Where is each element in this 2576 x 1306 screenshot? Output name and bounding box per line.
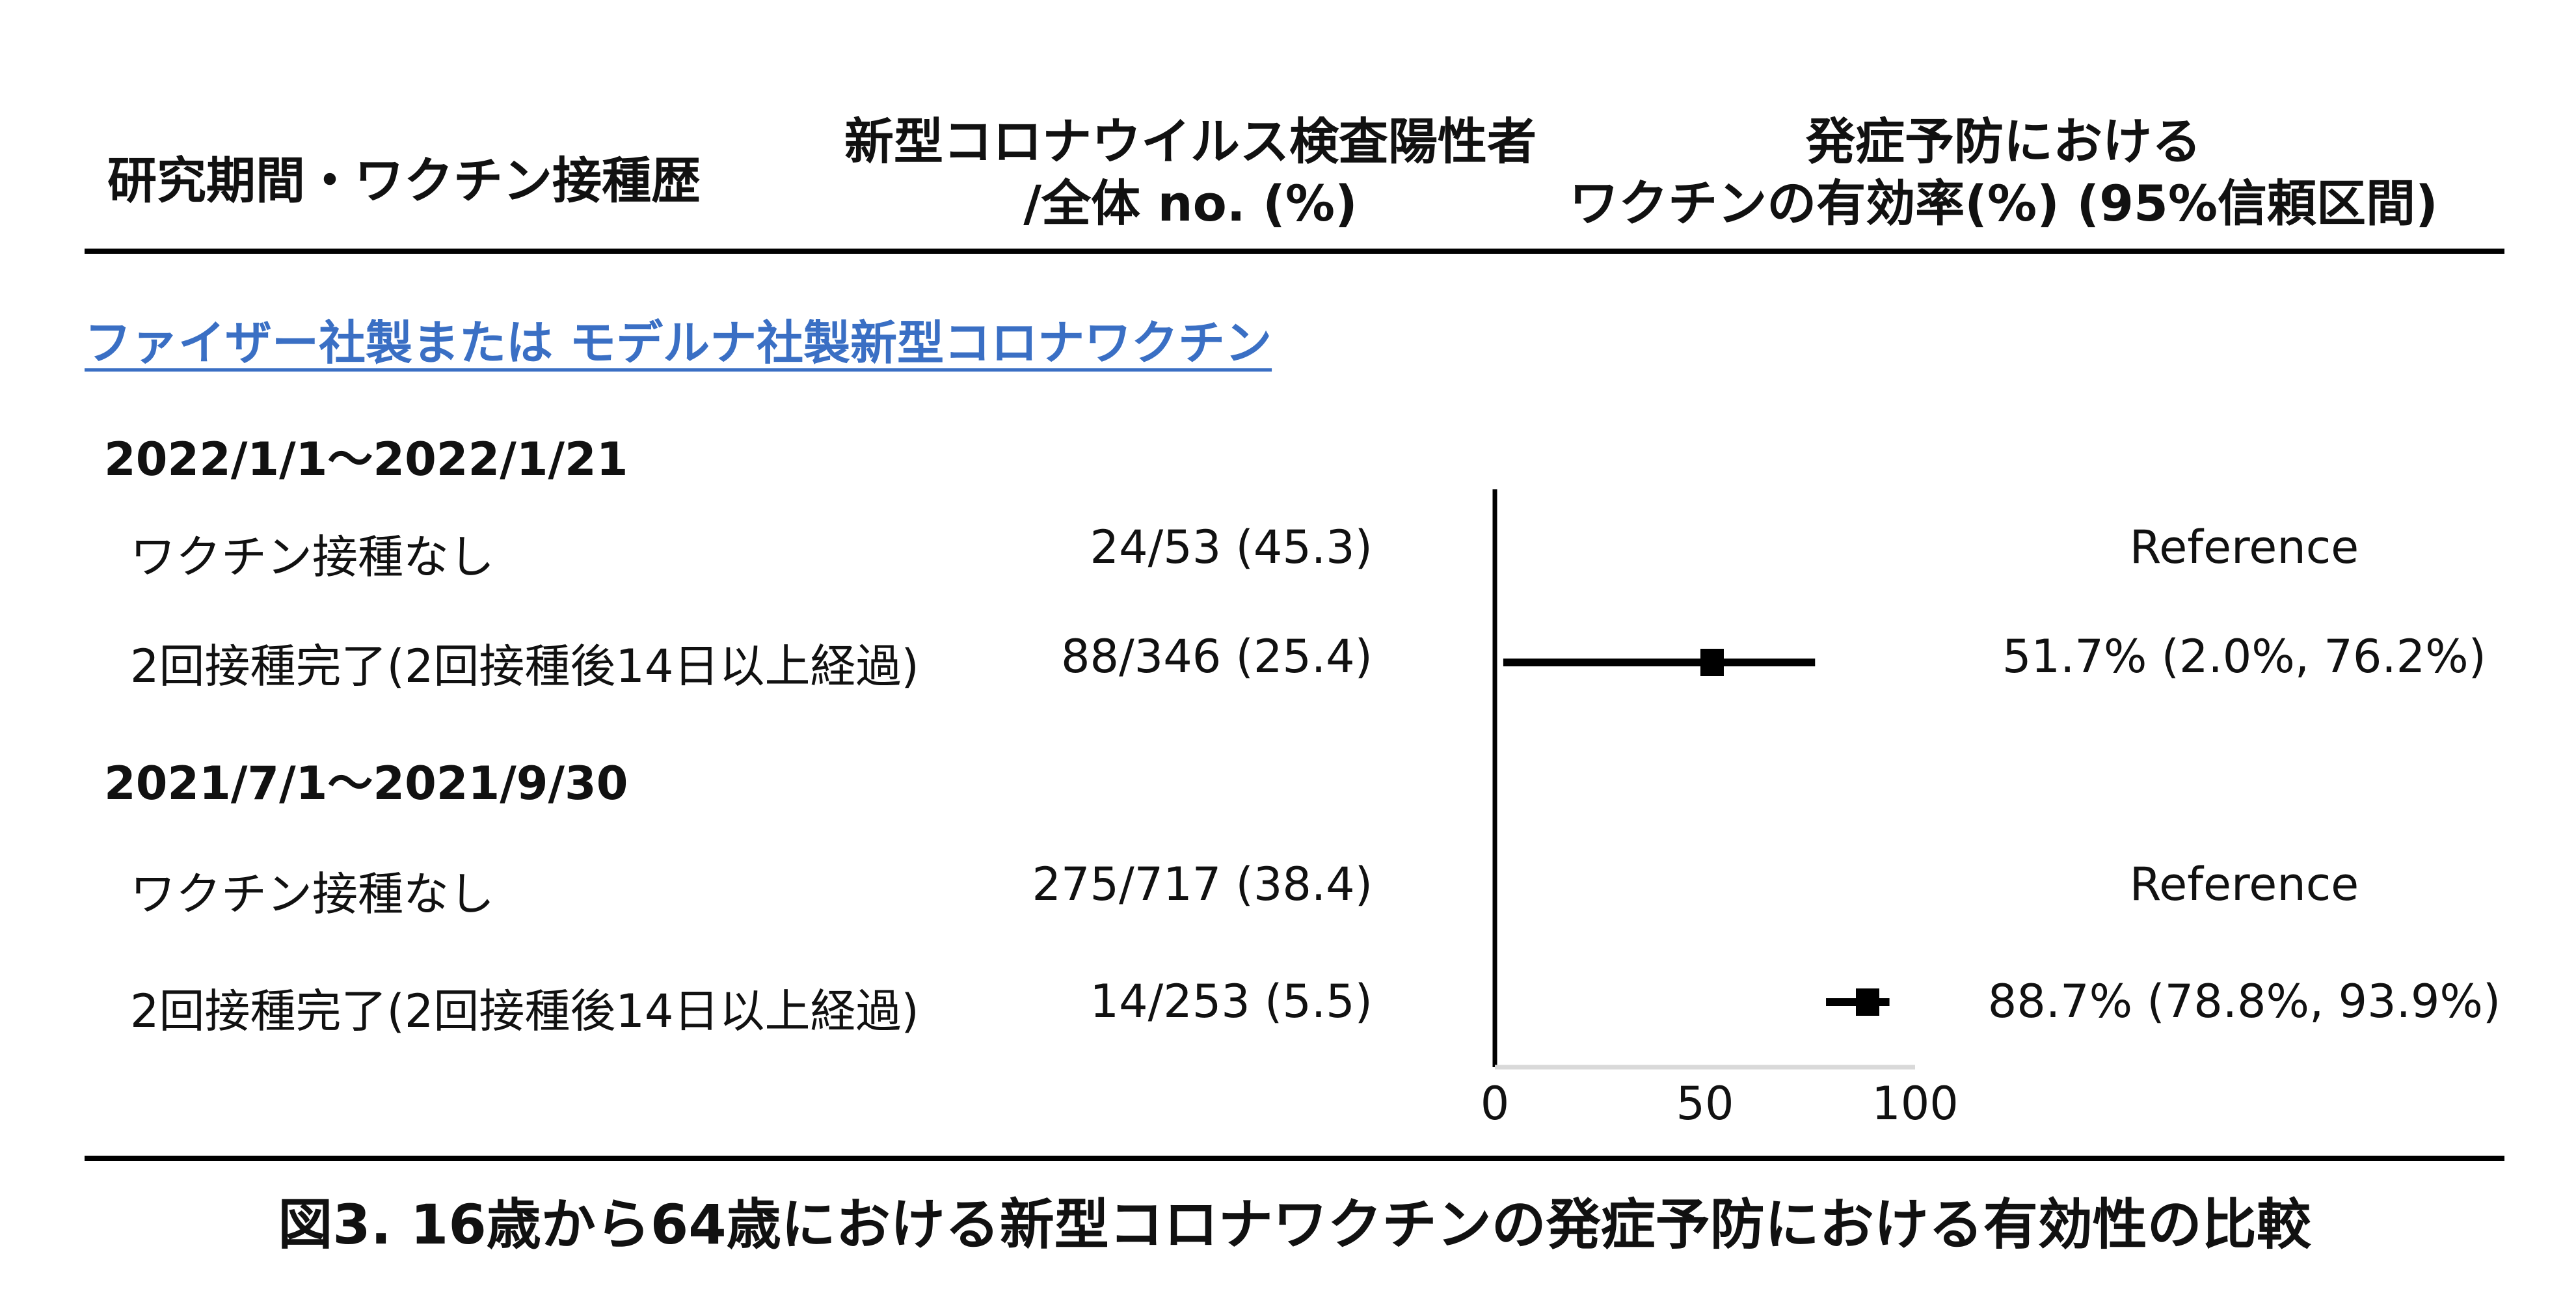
- row-effect: 51.7% (2.0%, 76.2%): [2002, 630, 2486, 683]
- period-label-1: 2022/1/1～2022/1/21: [104, 433, 628, 486]
- row-effect: Reference: [2129, 521, 2359, 574]
- row-count: 14/253 (5.5): [1090, 975, 1373, 1028]
- header-rule: [85, 249, 2504, 254]
- row-count: 275/717 (38.4): [1032, 858, 1373, 911]
- footer-rule: [85, 1156, 2504, 1161]
- header-positive-count: 新型コロナウイルス検査陽性者 /全体 no. (%): [800, 111, 1581, 234]
- row-label: ワクチン接種なし: [130, 867, 494, 921]
- row-count: 88/346 (25.4): [1061, 630, 1373, 683]
- x-tick-label-50: 50: [1676, 1077, 1734, 1130]
- row-label: ワクチン接種なし: [130, 530, 494, 584]
- header-study-period: 研究期間・ワクチン接種歴: [107, 152, 701, 210]
- row-count: 24/53 (45.3): [1090, 521, 1373, 574]
- header-positive-count-line1: 新型コロナウイルス検査陽性者: [844, 113, 1536, 170]
- period-label-2: 2021/7/1～2021/9/30: [104, 757, 628, 810]
- header-positive-count-line2: /全体 no. (%): [1023, 174, 1358, 232]
- x-tick-label-100: 100: [1872, 1077, 1959, 1130]
- forest-row-2: [1826, 988, 1890, 1016]
- row-label: 2回接種完了(2回接種後14日以上経過): [130, 985, 919, 1038]
- row-effect: 88.7% (78.8%, 93.9%): [1987, 975, 2501, 1028]
- row-label: 2回接種完了(2回接種後14日以上経過): [130, 640, 919, 693]
- header-effectiveness-line1: 発症予防における: [1806, 113, 2201, 170]
- point-estimate-marker: [1700, 649, 1724, 676]
- point-estimate-marker: [1856, 988, 1880, 1016]
- header-effectiveness-line2: ワクチンの有効率(%) (95%信頼区間): [1569, 174, 2438, 232]
- row-effect: Reference: [2129, 858, 2359, 911]
- header-vaccine-effectiveness: 発症予防における ワクチンの有効率(%) (95%信頼区間): [1548, 111, 2459, 234]
- vaccine-label: ファイザー社製または モデルナ社製新型コロナワクチン: [85, 316, 1272, 370]
- forest-row-1: [1503, 649, 1816, 676]
- figure-caption: 図3. 16歳から64歳における新型コロナワクチンの発症予防における有効性の比較: [278, 1193, 2311, 1257]
- forest-plot: 0 50 100: [1481, 489, 1959, 1130]
- x-tick-label-0: 0: [1481, 1077, 1510, 1130]
